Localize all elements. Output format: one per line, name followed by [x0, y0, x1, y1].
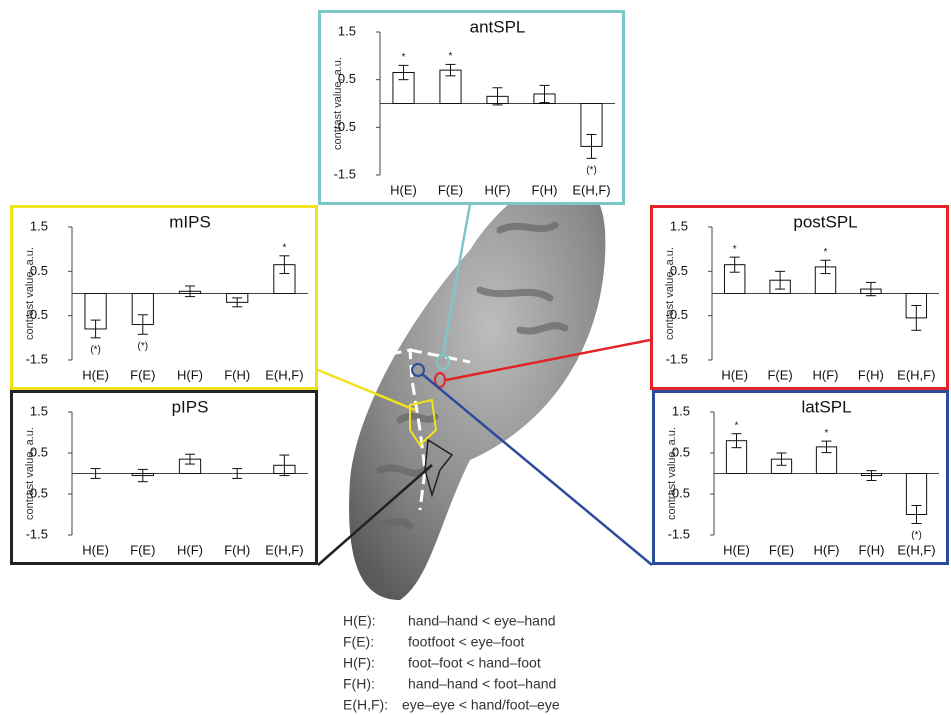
chart-panel: latSPL contrast value, a.u. -1.5 -0.5 0.5 1.5…	[654, 392, 948, 564]
panel-border	[12, 392, 317, 564]
y-axis-label: contrast value, a.u.	[24, 247, 36, 340]
note-key: H(F):	[343, 655, 375, 671]
x-tick-label: H(E)	[82, 542, 109, 557]
legend-notes: H(E): hand–hand < eye–hand F(E): footfoot <…	[343, 613, 560, 713]
note-key: E(H,F):	[343, 697, 388, 713]
x-tick-label: E(H,F)	[897, 542, 935, 557]
y-tick-label: -0.5	[668, 485, 690, 500]
x-tick-label: E(H,F)	[572, 182, 610, 197]
x-tick-label: H(E)	[723, 542, 750, 557]
x-tick-label: H(E)	[390, 182, 417, 197]
y-tick-label: 1.5	[670, 218, 688, 233]
y-tick-label: -1.5	[334, 166, 356, 181]
note-text: eye–eye < hand/foot–eye	[402, 697, 560, 713]
significance-mark: *	[825, 428, 829, 439]
y-tick-label: -1.5	[668, 526, 690, 541]
y-tick-label: 1.5	[672, 403, 690, 418]
significance-mark: (*)	[138, 341, 149, 352]
x-tick-label: F(H)	[859, 542, 885, 557]
significance-mark: *	[282, 242, 286, 253]
y-tick-label: -0.5	[26, 307, 48, 322]
y-axis-label: contrast value, a.u.	[664, 247, 676, 340]
y-axis-label: contrast value, a.u.	[24, 427, 36, 520]
x-tick-label: H(E)	[82, 367, 109, 382]
panel-border	[654, 392, 948, 564]
y-tick-label: -1.5	[666, 351, 688, 366]
y-tick-label: -1.5	[26, 351, 48, 366]
note-text: foot–foot < hand–foot	[408, 655, 541, 671]
note-text: footfoot < eye–foot	[408, 634, 524, 650]
x-tick-label: F(E)	[769, 542, 794, 557]
figure: antSPL contrast value, a.u. -1.5 -0.5 0.5 1.5…	[0, 0, 951, 715]
chart-title: pIPS	[172, 397, 209, 416]
y-tick-label: -1.5	[26, 526, 48, 541]
y-tick-label: 0.5	[670, 263, 688, 278]
y-tick-label: -0.5	[666, 307, 688, 322]
y-tick-label: 1.5	[30, 218, 48, 233]
note-key: F(E):	[343, 634, 374, 650]
note-text: hand–hand < eye–hand	[408, 613, 556, 629]
chart-title: antSPL	[470, 17, 526, 36]
panel-border	[652, 207, 948, 389]
x-tick-label: H(F)	[177, 542, 203, 557]
x-tick-label: H(F)	[813, 367, 839, 382]
x-tick-label: F(E)	[130, 542, 155, 557]
note-key: F(H):	[343, 676, 375, 692]
panel-border	[320, 12, 624, 204]
x-tick-label: F(H)	[224, 367, 250, 382]
y-tick-label: 0.5	[338, 71, 356, 86]
y-axis-label: contrast value, a.u.	[666, 427, 678, 520]
x-tick-label: F(E)	[438, 182, 463, 197]
x-tick-label: H(F)	[177, 367, 203, 382]
y-tick-label: -0.5	[26, 485, 48, 500]
y-tick-label: 1.5	[338, 23, 356, 38]
x-tick-label: F(H)	[532, 182, 558, 197]
significance-mark: *	[824, 247, 828, 258]
x-tick-label: F(E)	[130, 367, 155, 382]
x-tick-label: F(E)	[767, 367, 792, 382]
significance-mark: *	[733, 244, 737, 255]
significance-mark: *	[449, 51, 453, 62]
significance-mark: (*)	[586, 165, 597, 176]
chart-title: latSPL	[801, 397, 851, 416]
brain	[349, 179, 605, 600]
chart-panel: pIPS contrast value, a.u. -1.5 -0.5 0.5 1.5 H(…	[12, 392, 317, 564]
chart-title: postSPL	[793, 212, 857, 231]
significance-mark: (*)	[90, 344, 101, 355]
x-tick-label: E(H,F)	[897, 367, 935, 382]
significance-mark: *	[735, 420, 739, 431]
y-tick-label: -0.5	[334, 119, 356, 134]
chart-panel: mIPS contrast value, a.u. -1.5 -0.5 0.5 1.5 (*…	[12, 207, 317, 389]
chart-title: mIPS	[169, 212, 211, 231]
x-tick-label: H(E)	[721, 367, 748, 382]
x-tick-label: E(H,F)	[265, 367, 303, 382]
significance-mark: *	[402, 52, 406, 63]
panel-border	[12, 207, 317, 389]
note-text: hand–hand < foot–hand	[408, 676, 556, 692]
x-tick-label: H(F)	[814, 542, 840, 557]
x-tick-label: H(F)	[485, 182, 511, 197]
note-key: H(E):	[343, 613, 376, 629]
chart-panel: postSPL contrast value, a.u. -1.5 -0.5 0.5 1.…	[652, 207, 948, 389]
significance-mark: (*)	[911, 530, 922, 541]
y-tick-label: 0.5	[30, 263, 48, 278]
y-tick-label: 0.5	[30, 444, 48, 459]
x-tick-label: F(H)	[224, 542, 250, 557]
y-tick-label: 0.5	[672, 444, 690, 459]
x-tick-label: E(H,F)	[265, 542, 303, 557]
x-tick-label: F(H)	[858, 367, 884, 382]
y-tick-label: 1.5	[30, 403, 48, 418]
